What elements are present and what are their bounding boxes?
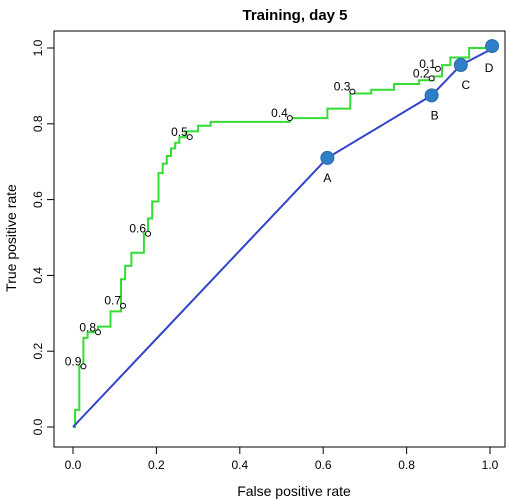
threshold-marker <box>434 65 441 72</box>
threshold-marker <box>145 230 152 237</box>
plot-frame <box>53 30 506 448</box>
y-tick-label: 0.2 <box>31 343 45 360</box>
threshold-markers: 0.9 0.8 0.7 0.6 0.5 0.4 0.3 0.20.1 <box>65 57 441 370</box>
roc-curve-line <box>73 47 490 428</box>
x-tick-label: 1.0 <box>482 458 499 472</box>
operating-point <box>485 39 500 54</box>
y-tick-label: 0.8 <box>31 115 45 132</box>
operating-point <box>424 88 439 103</box>
operating-point <box>320 150 335 165</box>
threshold-label: 0.5 <box>171 125 188 139</box>
threshold-marker <box>120 302 127 309</box>
y-tick-label: 0.6 <box>31 191 45 208</box>
chart-title: Training, day 5 <box>242 7 347 24</box>
y-axis-ticks: 0.0 0.2 0.4 0.6 0.8 1.0 <box>31 39 54 435</box>
threshold-marker <box>95 329 102 336</box>
threshold-label: 0.4 <box>271 106 288 120</box>
threshold-marker <box>80 363 87 370</box>
threshold-marker <box>186 134 193 141</box>
threshold-label: 0.7 <box>104 294 121 308</box>
threshold-marker <box>349 88 356 95</box>
x-tick-label: 0.4 <box>231 458 248 472</box>
threshold-label: 0.8 <box>79 320 96 334</box>
threshold-label: 0.1 <box>419 57 436 71</box>
threshold-label: 0.6 <box>129 222 146 236</box>
y-tick-label: 0.0 <box>31 418 45 435</box>
operating-point-label: A <box>323 171 331 185</box>
threshold-marker <box>286 115 293 122</box>
x-tick-label: 0.0 <box>65 458 82 472</box>
operating-point-label: C <box>461 78 470 92</box>
y-tick-label: 0.4 <box>31 267 45 284</box>
y-axis-label: True positive rate <box>3 184 19 292</box>
threshold-label: 0.3 <box>334 80 351 94</box>
operating-point-label: B <box>431 108 439 122</box>
x-tick-label: 0.2 <box>148 458 165 472</box>
threshold-marker <box>428 75 435 82</box>
y-tick-label: 1.0 <box>31 39 45 56</box>
threshold-label: 0.9 <box>65 354 82 368</box>
operating-point-label: D <box>485 61 494 75</box>
x-axis-ticks: 0.0 0.2 0.4 0.6 0.8 1.0 <box>65 447 499 472</box>
x-axis-label: False positive rate <box>237 483 351 499</box>
operating-point <box>453 58 468 73</box>
x-tick-label: 0.8 <box>398 458 415 472</box>
threshold-label: 0.2 <box>413 66 430 80</box>
operating-points: A B C D <box>320 39 500 185</box>
x-tick-label: 0.6 <box>315 458 332 472</box>
